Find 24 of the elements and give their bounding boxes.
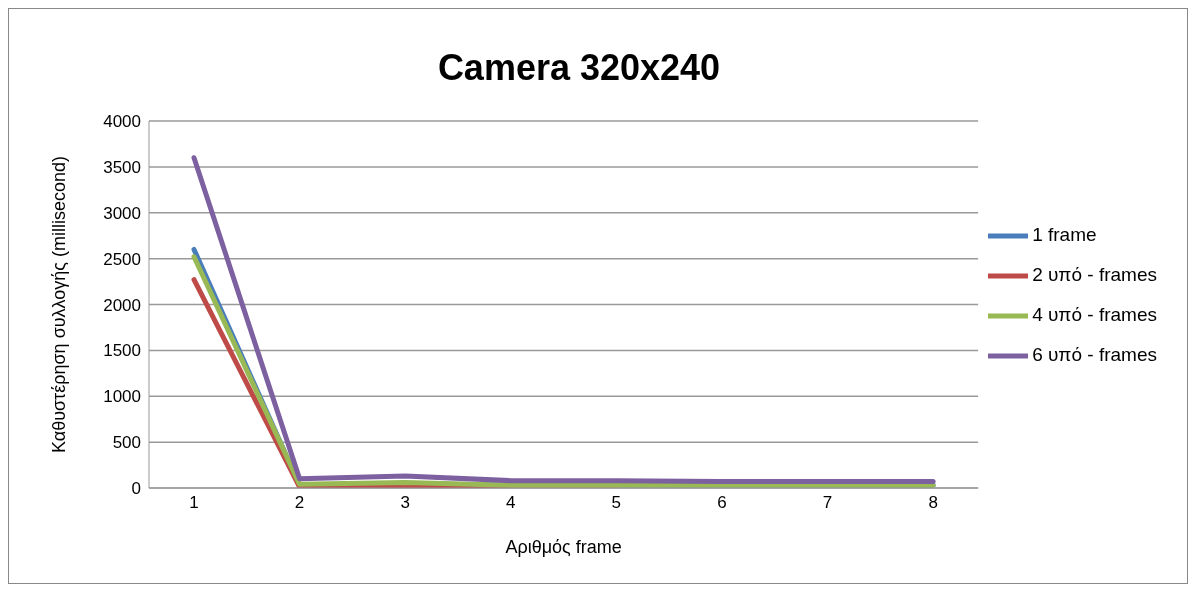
x-tick-label: 4	[506, 493, 516, 513]
y-tick-label: 3500	[103, 157, 141, 177]
legend-label: 6 υπό - frames	[1032, 344, 1157, 366]
y-tick-label: 4000	[103, 112, 141, 132]
y-tick-label: 500	[112, 433, 141, 453]
x-tick-label: 6	[717, 493, 727, 513]
y-tick-label: 1000	[103, 387, 141, 407]
legend-label: 1 frame	[1032, 224, 1097, 246]
x-tick-label: 8	[928, 493, 938, 513]
y-tick-label: 1500	[103, 341, 141, 361]
y-axis-title: Καθυστέρηση συλλογής (millisecond)	[49, 155, 70, 454]
x-axis-title: Αριθμός frame	[505, 537, 622, 557]
chart-title: Camera 320x240	[436, 47, 722, 89]
y-tick-label: 3000	[103, 203, 141, 223]
y-tick-label: 2500	[103, 249, 141, 269]
x-tick-label: 1	[189, 493, 199, 513]
legend-label: 4 υπό - frames	[1032, 304, 1157, 326]
y-tick-label: 0	[131, 479, 141, 499]
legend-label: 2 υπό - frames	[1032, 264, 1157, 286]
x-tick-label: 2	[294, 493, 305, 513]
x-tick-label: 5	[611, 493, 622, 513]
y-tick-label: 2000	[103, 295, 141, 315]
x-tick-label: 3	[400, 493, 410, 513]
x-tick-label: 7	[822, 493, 833, 513]
